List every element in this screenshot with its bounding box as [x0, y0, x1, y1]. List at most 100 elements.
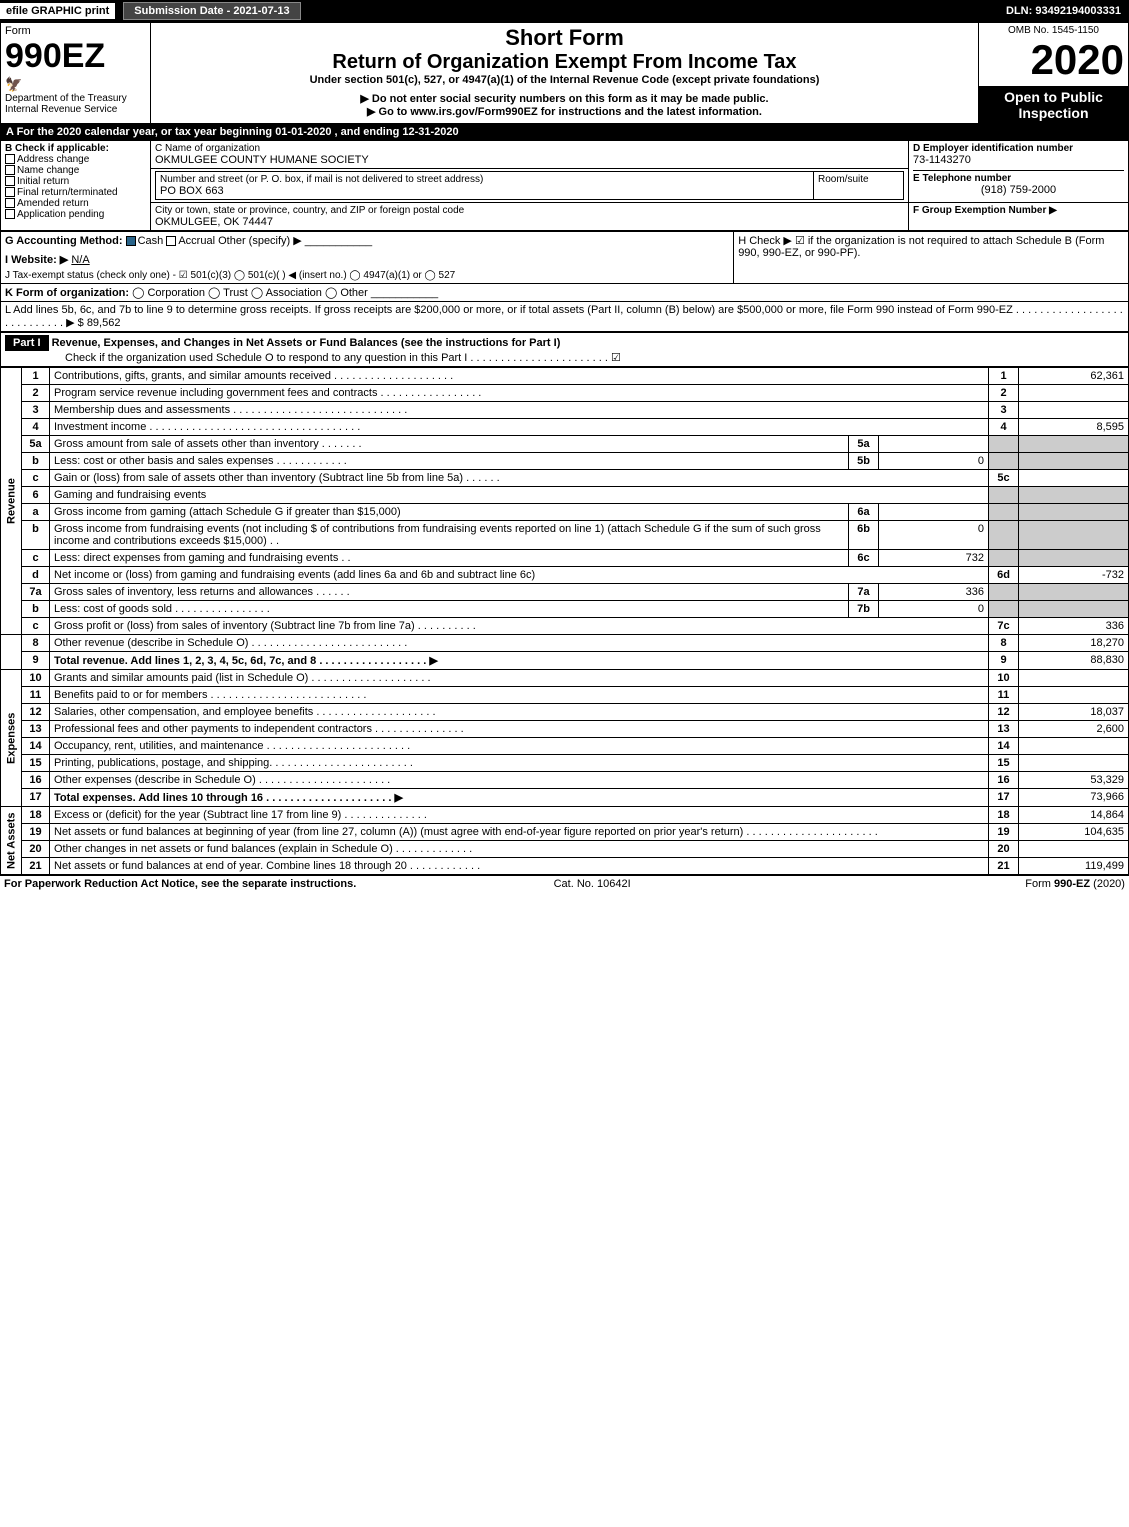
- desc-7c: Gross profit or (loss) from sales of inv…: [50, 618, 989, 635]
- ln-16: 16: [22, 772, 50, 789]
- num-16: 16: [989, 772, 1019, 789]
- expenses-section-label: Expenses: [1, 670, 22, 807]
- checkbox-application-pending[interactable]: [5, 209, 15, 219]
- ln-11: 11: [22, 687, 50, 704]
- amt-9: 88,830: [1019, 652, 1129, 670]
- amt-7c: 336: [1019, 618, 1129, 635]
- ln-2: 2: [22, 385, 50, 402]
- line-a-tax-year: A For the 2020 calendar year, or tax yea…: [0, 124, 1129, 140]
- desc-5c: Gain or (loss) from sale of assets other…: [50, 470, 989, 487]
- num-9: 9: [989, 652, 1019, 670]
- num-1: 1: [989, 368, 1019, 385]
- short-form-title: Short Form: [155, 25, 974, 51]
- num-12: 12: [989, 704, 1019, 721]
- amt-16: 53,329: [1019, 772, 1129, 789]
- grayamt-5b: [1019, 453, 1129, 470]
- ln-21: 21: [22, 858, 50, 875]
- checkbox-cash[interactable]: [126, 236, 136, 246]
- amt-8: 18,270: [1019, 635, 1129, 652]
- grayamt-6b: [1019, 521, 1129, 550]
- room-suite-label: Room/suite: [818, 174, 899, 185]
- num-10: 10: [989, 670, 1019, 687]
- gray-6a: [989, 504, 1019, 521]
- amt-6d: -732: [1019, 567, 1129, 584]
- efile-print-label[interactable]: efile GRAPHIC print: [0, 3, 115, 19]
- ln-20: 20: [22, 841, 50, 858]
- line-j-label: J Tax-exempt status (check only one) - ☑…: [5, 270, 729, 281]
- amt-15: [1019, 755, 1129, 772]
- ln-9: 9: [22, 652, 50, 670]
- desc-19: Net assets or fund balances at beginning…: [50, 824, 989, 841]
- ln-1: 1: [22, 368, 50, 385]
- desc-12: Salaries, other compensation, and employ…: [50, 704, 989, 721]
- num-4: 4: [989, 419, 1019, 436]
- num-18: 18: [989, 807, 1019, 824]
- desc-11: Benefits paid to or for members . . . . …: [50, 687, 989, 704]
- desc-16: Other expenses (describe in Schedule O) …: [50, 772, 989, 789]
- ln-5b: b: [22, 453, 50, 470]
- desc-3: Membership dues and assessments . . . . …: [50, 402, 989, 419]
- checkbox-final-return[interactable]: [5, 187, 15, 197]
- return-title: Return of Organization Exempt From Incom…: [155, 51, 974, 74]
- num-6d: 6d: [989, 567, 1019, 584]
- ln-12: 12: [22, 704, 50, 721]
- website-value: N/A: [71, 254, 89, 266]
- form-ref: Form 990-EZ (2020): [1025, 878, 1125, 890]
- cat-no: Cat. No. 10642I: [554, 878, 631, 890]
- num-17: 17: [989, 789, 1019, 807]
- amt-20: [1019, 841, 1129, 858]
- ln-6c: c: [22, 550, 50, 567]
- line-i-label: I Website: ▶: [5, 254, 68, 266]
- amt-10: [1019, 670, 1129, 687]
- tax-year: 2020: [983, 36, 1124, 84]
- form-header-table: Form 990EZ 🦅 Department of the Treasury …: [0, 22, 1129, 124]
- line-f-label: F Group Exemption Number ▶: [913, 205, 1124, 216]
- box-6c: 6c: [849, 550, 879, 567]
- opt-address-change: Address change: [17, 154, 89, 165]
- line-b-label: B Check if applicable:: [5, 143, 109, 154]
- line-d-label: D Employer identification number: [913, 143, 1073, 154]
- dln-label: DLN: 93492194003331: [998, 3, 1129, 19]
- line-h: H Check ▶ ☑ if the organization is not r…: [734, 232, 1129, 284]
- dept-treasury: Department of the Treasury: [5, 93, 146, 104]
- checkbox-amended-return[interactable]: [5, 198, 15, 208]
- amt-21: 119,499: [1019, 858, 1129, 875]
- telephone-value: (918) 759-2000: [913, 184, 1124, 196]
- checkbox-name-change[interactable]: [5, 165, 15, 175]
- line-k-label: K Form of organization:: [5, 287, 129, 299]
- num-7c: 7c: [989, 618, 1019, 635]
- box-7a: 7a: [849, 584, 879, 601]
- page-footer: For Paperwork Reduction Act Notice, see …: [0, 875, 1129, 892]
- checkbox-address-change[interactable]: [5, 154, 15, 164]
- goto-link[interactable]: ▶ Go to www.irs.gov/Form990EZ for instru…: [155, 105, 974, 118]
- ln-19: 19: [22, 824, 50, 841]
- ln-6: 6: [22, 487, 50, 504]
- num-5c: 5c: [989, 470, 1019, 487]
- opt-other: Other (specify) ▶: [218, 235, 302, 247]
- desc-15: Printing, publications, postage, and shi…: [50, 755, 989, 772]
- ln-5c: c: [22, 470, 50, 487]
- opt-final-return: Final return/terminated: [17, 187, 118, 198]
- line-c-street-label: Number and street (or P. O. box, if mail…: [160, 174, 809, 185]
- num-13: 13: [989, 721, 1019, 738]
- ssn-warning: ▶ Do not enter social security numbers o…: [155, 92, 974, 105]
- part1-checknote: Check if the organization used Schedule …: [5, 351, 1124, 364]
- grayamt-6c: [1019, 550, 1129, 567]
- ln-13: 13: [22, 721, 50, 738]
- gray-6: [989, 487, 1019, 504]
- desc-5b: Less: cost or other basis and sales expe…: [50, 453, 849, 470]
- grayamt-5a: [1019, 436, 1129, 453]
- amt-3: [1019, 402, 1129, 419]
- checkbox-initial-return[interactable]: [5, 176, 15, 186]
- ln-14: 14: [22, 738, 50, 755]
- desc-21: Net assets or fund balances at end of ye…: [50, 858, 989, 875]
- ln-5a: 5a: [22, 436, 50, 453]
- desc-6d: Net income or (loss) from gaming and fun…: [50, 567, 989, 584]
- org-name: OKMULGEE COUNTY HUMANE SOCIETY: [155, 154, 904, 166]
- opt-accrual: Accrual: [178, 235, 215, 247]
- desc-4: Investment income . . . . . . . . . . . …: [50, 419, 989, 436]
- checkbox-accrual[interactable]: [166, 236, 176, 246]
- desc-6: Gaming and fundraising events: [50, 487, 989, 504]
- desc-6a: Gross income from gaming (attach Schedul…: [50, 504, 849, 521]
- line-g-label: G Accounting Method:: [5, 235, 123, 247]
